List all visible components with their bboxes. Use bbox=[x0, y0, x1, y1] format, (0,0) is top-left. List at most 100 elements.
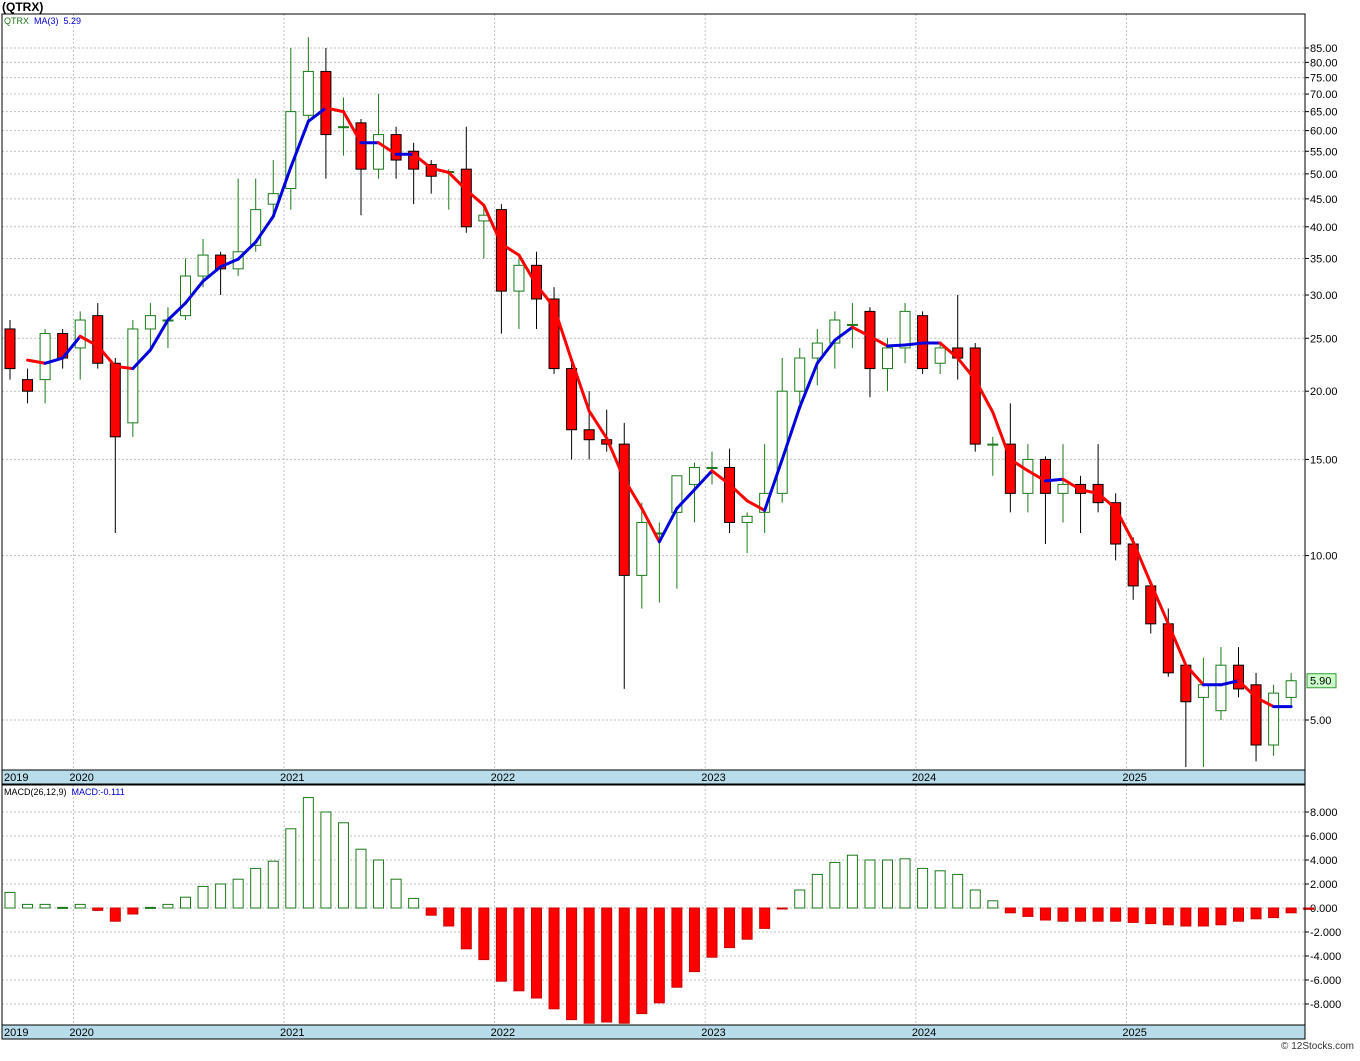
macd-bar bbox=[794, 889, 806, 909]
candle bbox=[583, 391, 595, 460]
price-x-axis: 2019 2020 2021 2022 2023 2024 2025 bbox=[1, 769, 1306, 785]
macd-bar bbox=[917, 867, 929, 909]
candle bbox=[548, 287, 560, 375]
candle bbox=[636, 502, 648, 609]
ma-segment bbox=[306, 106, 328, 123]
macd-bar bbox=[1127, 907, 1139, 923]
macd-bar bbox=[215, 883, 227, 909]
candle-body bbox=[39, 333, 51, 381]
macd-bar bbox=[285, 828, 297, 909]
candle bbox=[1092, 444, 1104, 513]
price-x-tick-label: 2025 bbox=[1122, 772, 1146, 784]
macd-bar bbox=[636, 907, 648, 1015]
macd-bar bbox=[267, 860, 279, 909]
price-panel-frame bbox=[1, 13, 1306, 771]
candle-body bbox=[495, 209, 507, 292]
candle bbox=[320, 48, 332, 179]
macd-bar bbox=[531, 907, 542, 999]
candle bbox=[92, 303, 104, 369]
candle-body bbox=[969, 347, 981, 445]
candle-body bbox=[302, 70, 314, 116]
candle-body bbox=[846, 323, 858, 326]
candle-body bbox=[250, 209, 262, 246]
candle bbox=[513, 258, 525, 329]
price-y-tick-label: 10.00 bbox=[1310, 551, 1338, 563]
candle bbox=[794, 347, 806, 404]
macd-bars bbox=[4, 797, 1315, 1024]
macd-bar bbox=[776, 907, 788, 910]
price-x-tick-label: 2021 bbox=[280, 772, 304, 784]
macd-bar bbox=[162, 903, 174, 909]
ma-segment bbox=[780, 405, 802, 461]
macd-bar bbox=[846, 854, 858, 909]
candle-body bbox=[1268, 692, 1280, 746]
ma-segment bbox=[570, 358, 591, 413]
candle-body bbox=[1110, 502, 1122, 545]
candle bbox=[1233, 647, 1244, 698]
ma-segment bbox=[745, 499, 767, 512]
price-x-axis-bar bbox=[1, 769, 1306, 785]
macd-y-tick-label: 6.000 bbox=[1310, 831, 1338, 843]
macd-legend: MACD(26,12,9) MACD:-0.111 bbox=[4, 787, 125, 797]
ma-segment bbox=[622, 477, 644, 510]
macd-bar bbox=[899, 858, 911, 909]
macd-bar bbox=[4, 891, 16, 909]
candle-body bbox=[197, 254, 209, 277]
ma-segment bbox=[324, 106, 345, 114]
price-y-tick-label: 25.00 bbox=[1310, 333, 1338, 345]
price-x-tick-label: 2020 bbox=[69, 772, 93, 784]
ma-segment bbox=[1254, 695, 1276, 709]
macd-bar bbox=[934, 870, 946, 909]
candle bbox=[987, 436, 999, 476]
macd-bar bbox=[425, 907, 437, 916]
candle bbox=[22, 368, 34, 404]
candle bbox=[144, 303, 156, 348]
candle-body bbox=[1285, 680, 1297, 698]
ma-segment bbox=[1008, 457, 1030, 473]
candle-body bbox=[180, 275, 191, 317]
price-y-tick-label: 70.00 bbox=[1310, 89, 1338, 101]
candle bbox=[899, 303, 911, 364]
macd-y-tick-label: -2.000 bbox=[1310, 927, 1341, 939]
macd-bar bbox=[601, 907, 613, 1023]
candle-body bbox=[1022, 458, 1034, 494]
candle-body bbox=[460, 168, 472, 228]
ma-segment bbox=[798, 361, 819, 409]
macd-bar bbox=[829, 861, 841, 909]
chart-title: (QTRX) bbox=[2, 0, 44, 14]
legend-symbol: QTRX bbox=[4, 16, 30, 26]
candle bbox=[969, 343, 981, 452]
macd-x-tick-label: 2025 bbox=[1122, 1027, 1146, 1039]
last-price-label: 5.90 bbox=[1310, 676, 1331, 688]
candle bbox=[302, 37, 314, 123]
candle-body bbox=[566, 368, 578, 431]
ma-segment bbox=[1219, 679, 1240, 687]
macd-legend-value: MACD:-0.111 bbox=[71, 787, 125, 797]
candle bbox=[1285, 672, 1297, 707]
ma-segment bbox=[254, 214, 275, 244]
candle-body bbox=[583, 429, 595, 441]
price-y-tick-label: 55.00 bbox=[1310, 146, 1338, 158]
candle bbox=[337, 97, 349, 156]
macd-y-axis: -8.000 -6.000 -4.000 -2.000 0.000 2.000 4.000 6… bbox=[1305, 807, 1341, 1011]
ma-segment bbox=[763, 457, 784, 512]
macd-bar bbox=[987, 900, 999, 909]
price-y-axis: 5.00 10.00 15.00 20.00 25.00 30.00 35.00 40.00 4… bbox=[1305, 43, 1338, 727]
macd-bar bbox=[337, 822, 349, 909]
price-y-tick-label: 15.00 bbox=[1310, 454, 1338, 466]
macd-x-tick-label: 2022 bbox=[491, 1027, 515, 1039]
candle bbox=[373, 94, 385, 179]
macd-bar bbox=[478, 907, 490, 961]
ma-segment bbox=[675, 488, 696, 510]
ma-segment bbox=[938, 341, 960, 360]
macd-bar bbox=[495, 907, 507, 982]
ma-segment bbox=[61, 334, 82, 360]
ma-segment bbox=[447, 170, 468, 192]
ma-segment bbox=[1184, 663, 1205, 687]
candle bbox=[1268, 684, 1280, 756]
macd-bar bbox=[1268, 907, 1280, 919]
candle-body bbox=[759, 492, 771, 513]
candle-body bbox=[373, 134, 385, 170]
macd-y-tick-label: 0.000 bbox=[1310, 903, 1338, 915]
